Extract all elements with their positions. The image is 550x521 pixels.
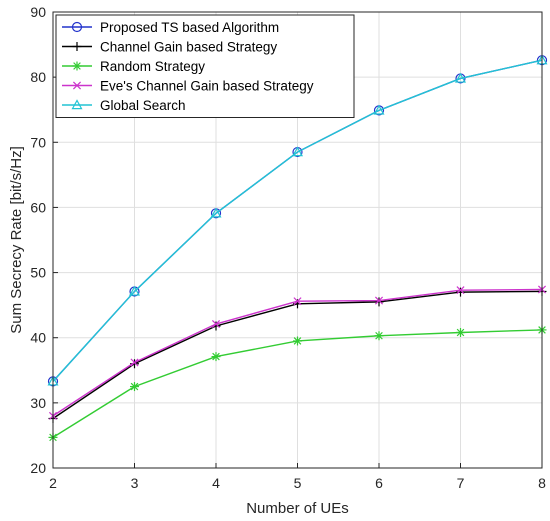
legend-marker — [72, 42, 82, 51]
y-axis-label: Sum Secrecy Rate [bit/s/Hz] — [8, 146, 25, 334]
series-line — [52, 59, 543, 382]
legend-item: Global Search — [62, 98, 186, 113]
data-point — [374, 296, 384, 305]
legend: Proposed TS based Algorithm Channel Gain … — [55, 14, 355, 118]
y-tick-label: 70 — [30, 134, 46, 150]
data-point — [456, 328, 465, 338]
y-tick-label: 80 — [30, 69, 46, 85]
legend-marker — [72, 61, 82, 71]
series-eve-s-channel-gain-based-strategy — [48, 285, 547, 420]
x-tick-label: 4 — [212, 475, 220, 491]
x-tick-label: 6 — [375, 475, 383, 491]
data-point — [211, 320, 221, 329]
y-axis-ticks: 20 30 40 50 60 70 80 90 — [30, 4, 58, 476]
x-tick-label: 8 — [538, 475, 546, 491]
legend-label: Channel Gain based Strategy — [100, 40, 277, 55]
data-point — [454, 72, 467, 83]
legend-marker — [71, 99, 83, 110]
legend-label: Eve's Channel Gain based Strategy — [100, 79, 314, 94]
x-tick-label: 2 — [49, 475, 57, 491]
data-point — [130, 358, 139, 367]
legend-label: Random Strategy — [100, 59, 205, 74]
legend-label: Global Search — [100, 98, 186, 113]
data-point — [373, 104, 385, 115]
data-point — [130, 382, 139, 392]
data-point — [456, 286, 465, 295]
y-tick-label: 30 — [30, 395, 46, 411]
data-point — [293, 336, 302, 346]
data-point — [211, 352, 221, 362]
data-point — [374, 297, 384, 307]
x-axis-ticks: 2 3 4 5 6 7 8 — [49, 463, 546, 491]
y-tick-label: 50 — [30, 265, 46, 281]
legend-marker — [71, 21, 83, 33]
legend-item: Random Strategy — [62, 59, 205, 74]
legend-label: Proposed TS based Algorithm — [100, 20, 279, 35]
legend-box — [55, 14, 355, 118]
data-point — [456, 287, 465, 297]
y-tick-label: 40 — [30, 330, 46, 346]
data-point — [128, 285, 141, 296]
data-point — [210, 207, 222, 218]
y-tick-label: 90 — [30, 4, 46, 20]
x-tick-label: 7 — [457, 475, 465, 491]
x-axis-label: Number of UEs — [246, 500, 349, 517]
y-tick-label: 60 — [30, 199, 46, 215]
legend-item: Eve's Channel Gain based Strategy — [62, 79, 314, 94]
legend-item: Proposed TS based Algorithm — [62, 20, 279, 35]
series-layer — [47, 54, 548, 442]
x-tick-label: 3 — [131, 475, 139, 491]
data-point — [291, 146, 304, 157]
x-tick-label: 5 — [294, 475, 302, 491]
y-tick-label: 20 — [30, 460, 46, 476]
legend-marker — [72, 81, 82, 90]
data-point — [374, 331, 384, 341]
legend-item: Channel Gain based Strategy — [62, 40, 277, 55]
data-point — [293, 297, 302, 306]
